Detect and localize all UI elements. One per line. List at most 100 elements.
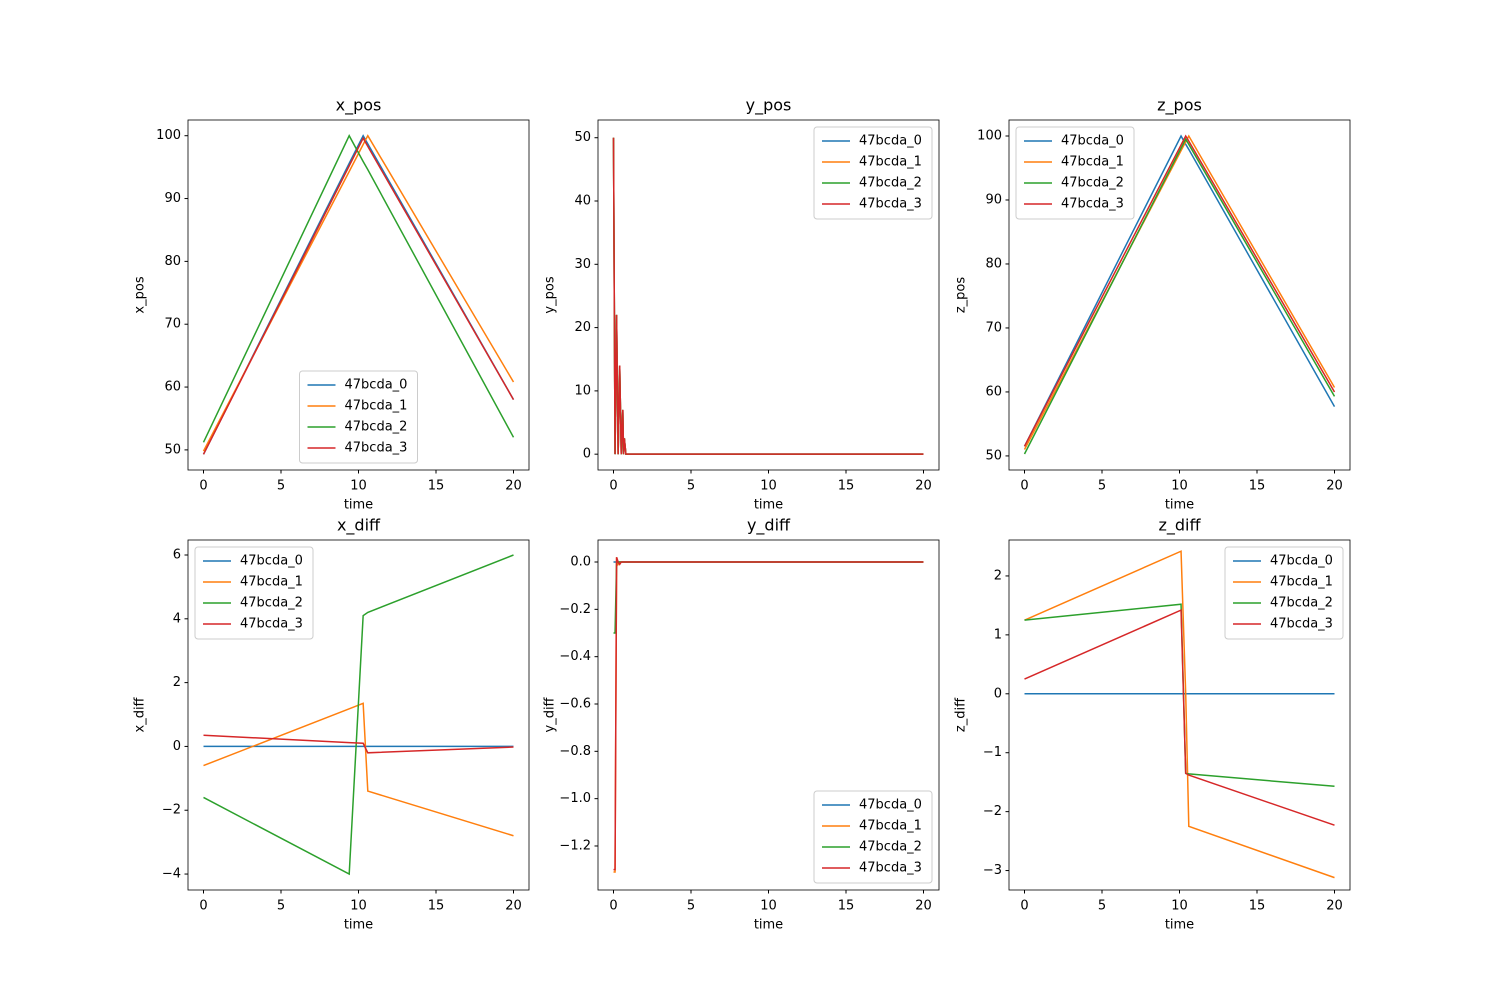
y-axis-label: z_diff	[954, 697, 969, 732]
axes-frame	[187, 119, 530, 471]
y-tick-label: 0	[994, 686, 1002, 701]
x-tick-label: 5	[687, 479, 695, 494]
x-tick-label: 15	[428, 479, 445, 494]
legend-label: 47bcda_3	[859, 197, 922, 212]
subplot-title: x_diff	[337, 516, 381, 536]
x-tick-label: 20	[915, 479, 932, 494]
y-tick-label: 70	[164, 317, 181, 332]
y-tick-label: 4	[173, 611, 181, 626]
x-tick-label: 0	[199, 479, 207, 494]
y-tick-label: 60	[164, 380, 181, 395]
legend-label: 47bcda_3	[1270, 617, 1333, 632]
subplot-title: x_pos	[336, 96, 382, 116]
x-axis-label: time	[344, 918, 373, 933]
y-tick-label: 1	[994, 627, 1002, 642]
series-line	[1023, 137, 1336, 455]
x-tick-label: 0	[1020, 479, 1028, 494]
y-tick-label: −1.0	[559, 791, 591, 806]
y-tick-label: 70	[985, 320, 1002, 335]
x-tick-label: 20	[915, 899, 932, 914]
series-line	[202, 134, 515, 443]
y-tick-label: 0.0	[570, 555, 591, 570]
y-tick-label: −0.2	[559, 602, 591, 617]
legend-label: 47bcda_3	[345, 441, 408, 456]
legend: 47bcda_0 47bcda_1 47bcda_2 47bcda_3	[813, 790, 933, 884]
series-line	[203, 734, 514, 754]
axes-frame	[187, 539, 530, 891]
subplot-title: y_diff	[747, 516, 791, 536]
y-tick-label: 6	[173, 547, 181, 562]
legend-label: 47bcda_2	[345, 420, 408, 435]
series-line	[1023, 134, 1336, 447]
y-tick-label: 2	[173, 675, 181, 690]
x-axis-label: time	[754, 918, 783, 933]
series-line	[202, 134, 515, 452]
x-tick-label: 0	[609, 899, 617, 914]
legend-box	[813, 126, 933, 220]
y-tick-label: 40	[574, 194, 591, 209]
legend-label: 47bcda_2	[1061, 176, 1124, 191]
y-tick-label: 100	[977, 128, 1002, 143]
legend-label: 47bcda_1	[345, 399, 408, 414]
y-tick-label: 10	[574, 383, 591, 398]
y-tick-label: −2	[983, 804, 1002, 819]
y-tick-label: −1.2	[559, 838, 591, 853]
y-axis-label: y_diff	[543, 696, 558, 732]
x-tick-label: 5	[687, 899, 695, 914]
legend: 47bcda_0 47bcda_1 47bcda_2 47bcda_3	[299, 370, 418, 464]
y-tick-label: 100	[156, 128, 181, 143]
legend-label: 47bcda_1	[859, 819, 922, 834]
legend-label: 47bcda_3	[1061, 197, 1124, 212]
legend-label: 47bcda_1	[1061, 155, 1124, 170]
legend-label: 47bcda_0	[859, 798, 922, 813]
legend-label: 47bcda_2	[1270, 596, 1333, 611]
legend-box	[1015, 126, 1135, 220]
legend-label: 47bcda_3	[240, 617, 303, 632]
legend-label: 47bcda_1	[859, 155, 922, 170]
legend-label: 47bcda_3	[859, 861, 922, 876]
x-tick-label: 20	[1326, 899, 1343, 914]
subplot-title: z_pos	[1157, 96, 1202, 116]
subplot-title: z_diff	[1158, 516, 1201, 536]
x-tick-label: 15	[1249, 479, 1266, 494]
x-tick-label: 15	[838, 479, 855, 494]
axes-frame	[1008, 539, 1351, 891]
subplot-title: y_pos	[746, 96, 792, 116]
y-tick-label: 90	[985, 192, 1002, 207]
y-tick-label: 90	[164, 191, 181, 206]
y-tick-label: −0.8	[559, 744, 591, 759]
y-tick-label: −4	[162, 867, 181, 882]
y-tick-label: 50	[164, 442, 181, 457]
y-tick-label: −0.6	[559, 696, 591, 711]
legend-box	[813, 790, 933, 884]
legend-box	[299, 370, 418, 464]
y-tick-label: 50	[985, 448, 1002, 463]
x-tick-label: 10	[760, 479, 777, 494]
y-tick-label: −3	[983, 863, 1002, 878]
y-axis-label: z_pos	[954, 277, 969, 314]
y-tick-label: 0	[583, 447, 591, 462]
x-tick-label: 20	[505, 899, 522, 914]
x-tick-label: 0	[609, 479, 617, 494]
x-tick-label: 15	[1249, 899, 1266, 914]
x-tick-label: 15	[838, 899, 855, 914]
legend-label: 47bcda_2	[859, 176, 922, 191]
x-tick-label: 10	[1171, 899, 1188, 914]
y-axis-label: x_pos	[133, 276, 148, 313]
series-line	[1024, 608, 1335, 826]
legend-box	[1224, 546, 1344, 640]
axes-frame	[1008, 119, 1351, 471]
axes-frame	[597, 539, 940, 891]
y-tick-label: 60	[985, 384, 1002, 399]
series-line	[203, 702, 514, 837]
x-tick-label: 10	[350, 899, 367, 914]
series-line	[202, 134, 515, 455]
legend-label: 47bcda_1	[1270, 575, 1333, 590]
legend: 47bcda_0 47bcda_1 47bcda_2 47bcda_3	[1224, 546, 1344, 640]
x-axis-label: time	[344, 498, 373, 513]
